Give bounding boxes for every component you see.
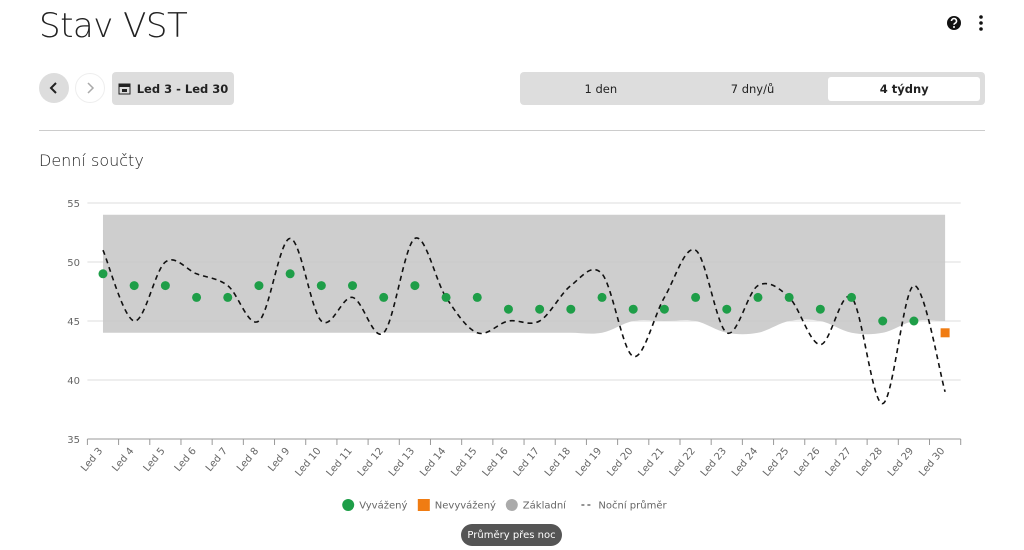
balanced-point	[441, 292, 451, 302]
balanced-point	[535, 304, 545, 314]
balanced-point	[597, 292, 607, 302]
x-tick-label: Led 19	[574, 446, 604, 479]
help-icon[interactable]	[947, 16, 961, 30]
y-tick-label: 55	[67, 199, 80, 210]
next-button[interactable]	[75, 73, 105, 103]
balanced-point	[847, 292, 857, 302]
legend-item: Nevyvážený	[417, 499, 496, 512]
legend-label: Vyvážený	[359, 500, 407, 512]
x-tick-label: Led 18	[543, 446, 573, 479]
y-tick-label: 40	[67, 376, 80, 387]
overnight-averages-button[interactable]: Průměry přes noc	[461, 524, 562, 546]
balanced-point	[98, 269, 108, 279]
legend-label: Základní	[523, 500, 567, 512]
x-tick-label: Led 3	[79, 446, 105, 474]
x-tick-label: Led 5	[142, 446, 168, 474]
balanced-point	[909, 316, 919, 326]
balanced-point	[254, 281, 264, 291]
balanced-point	[472, 292, 482, 302]
legend-item: Základní	[505, 499, 567, 512]
x-tick-label: Led 20	[605, 446, 635, 479]
x-tick-label: Led 23	[699, 446, 729, 479]
balanced-point	[160, 281, 170, 291]
x-tick-label: Led 9	[266, 446, 292, 474]
balanced-point	[815, 304, 825, 314]
balanced-point	[566, 304, 576, 314]
x-tick-label: Led 8	[235, 446, 261, 474]
x-tick-label: Led 12	[356, 446, 386, 479]
x-tick-label: Led 29	[886, 446, 916, 479]
y-tick-label: 50	[67, 258, 80, 269]
legend-marker	[342, 499, 355, 511]
x-tick-label: Led 24	[730, 446, 760, 479]
x-tick-label: Led 17	[512, 446, 542, 479]
night-average-line	[102, 237, 946, 405]
x-tick-label: Led 7	[204, 446, 230, 474]
period-option[interactable]: 4 týdny	[828, 76, 981, 101]
balanced-point	[285, 269, 295, 279]
x-tick-label: Led 15	[449, 446, 479, 479]
baseline-band	[102, 214, 946, 335]
x-tick-label: Led 27	[824, 446, 854, 479]
legend-label: Nevyvážený	[435, 500, 496, 512]
section-title: Denní součty	[39, 151, 144, 170]
balanced-point	[784, 292, 794, 302]
legend-marker	[417, 499, 430, 511]
date-range: Led 3 - Led 30	[136, 81, 229, 96]
x-tick-label: Led 14	[418, 446, 448, 479]
balanced-point	[503, 304, 513, 314]
unbalanced-point	[940, 328, 950, 338]
legend-marker	[505, 499, 518, 511]
balanced-point	[223, 292, 233, 302]
date-range-button[interactable]: Led 3 - Led 30	[112, 72, 234, 105]
x-tick-label: Led 26	[792, 446, 822, 479]
x-tick-label: Led 11	[325, 446, 355, 479]
page-title: Stav VST	[39, 6, 188, 46]
balanced-point	[659, 304, 669, 314]
balanced-point	[878, 316, 888, 326]
x-tick-label: Led 6	[173, 446, 199, 474]
x-tick-label: Led 21	[637, 446, 667, 479]
y-tick-label: 35	[67, 435, 80, 446]
balanced-point	[348, 281, 358, 291]
period-option[interactable]: 1 den	[584, 81, 618, 96]
period-option[interactable]: 7 dny/ů	[730, 81, 775, 96]
y-tick-label: 45	[67, 317, 80, 328]
balanced-point	[722, 304, 732, 314]
prev-button[interactable]	[39, 73, 69, 103]
balanced-point	[129, 281, 139, 291]
balanced-point	[410, 281, 420, 291]
period-selector: 1 den 7 dny/ů 4 týdny	[520, 72, 985, 105]
legend-label: Noční průměr	[598, 500, 667, 512]
legend-item: Vyvážený	[342, 499, 407, 512]
balanced-point	[379, 292, 389, 302]
x-tick-label: Led 28	[855, 446, 885, 479]
menu-icon[interactable]	[979, 15, 983, 31]
balanced-point	[316, 281, 326, 291]
x-tick-label: Led 22	[668, 446, 698, 479]
x-tick-label: Led 4	[110, 446, 136, 474]
balanced-point	[628, 304, 638, 314]
chart: 35 40 45 50 55 Led 3 Led 4 Led 5 Led 6 Led 7 Led 8…	[67, 199, 962, 512]
x-tick-label: Led 25	[761, 446, 791, 479]
balanced-point	[691, 292, 701, 302]
x-tick-label: Led 16	[481, 446, 511, 479]
x-tick-label: Led 30	[917, 446, 947, 479]
header-icons	[947, 15, 983, 31]
x-tick-label: Led 10	[293, 446, 323, 479]
x-tick-label: Led 13	[387, 446, 417, 479]
divider	[39, 130, 985, 131]
balanced-point	[192, 292, 202, 302]
balanced-point	[753, 292, 763, 302]
legend-item: Noční průměr	[581, 500, 667, 512]
